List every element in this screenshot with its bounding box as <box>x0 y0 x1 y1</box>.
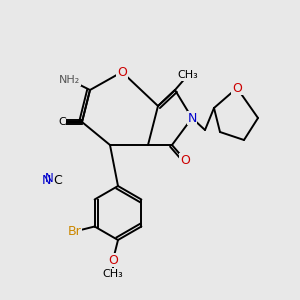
Text: O: O <box>108 254 118 266</box>
Text: O: O <box>180 154 190 166</box>
Text: N: N <box>187 112 197 124</box>
Text: Br: Br <box>68 225 82 238</box>
Text: CH₃: CH₃ <box>103 269 123 279</box>
Text: C: C <box>54 173 62 187</box>
Text: N: N <box>45 172 53 184</box>
Text: O: O <box>232 82 242 94</box>
Text: O: O <box>117 65 127 79</box>
Text: NH₂: NH₂ <box>59 75 81 85</box>
Text: NH₂: NH₂ <box>59 75 81 85</box>
Text: CH₃: CH₃ <box>178 70 198 80</box>
Text: C: C <box>58 117 66 127</box>
Text: N: N <box>41 173 51 187</box>
